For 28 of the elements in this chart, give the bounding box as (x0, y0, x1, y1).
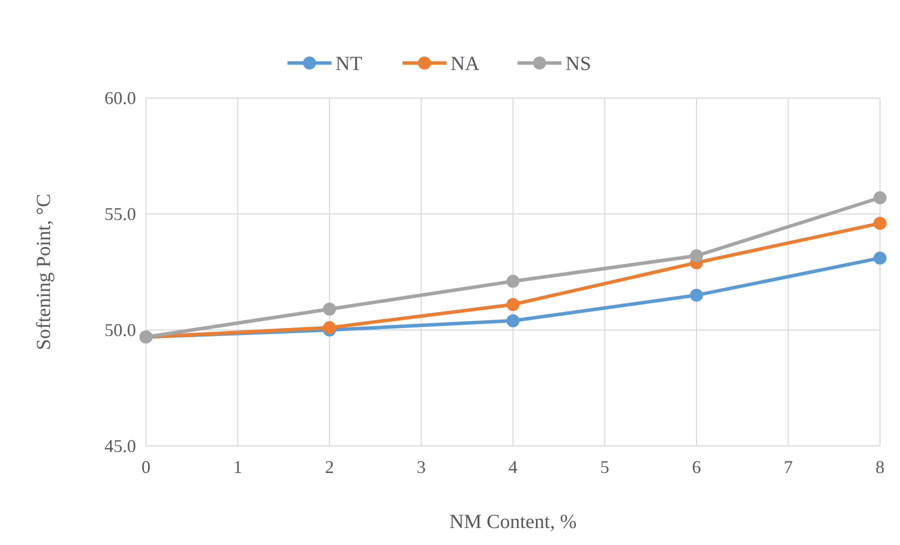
point (874, 252, 886, 265)
legend-label: NS (566, 53, 592, 75)
point (874, 191, 886, 204)
x-tick-label: 8 (876, 456, 884, 477)
x-tick-label: 7 (784, 456, 793, 477)
x-tick-label: 1 (233, 456, 242, 477)
point (690, 288, 703, 302)
point (323, 321, 336, 334)
x-tick-label: 3 (416, 456, 426, 477)
y-tick-label: 50.0 (104, 320, 136, 340)
y-tick-label: 60.0 (104, 88, 136, 108)
point (506, 314, 520, 328)
x-axis-title: NM Content, % (449, 511, 577, 533)
y-axis-title: Softening Point, °C (33, 194, 55, 350)
point (690, 249, 703, 262)
x-tick-label: 4 (508, 456, 518, 477)
x-tick-label: 0 (142, 456, 150, 477)
legend-label: NT (336, 53, 362, 75)
y-tick-label: 45.0 (104, 436, 136, 456)
x-tick-label: 2 (325, 456, 334, 477)
point (874, 216, 886, 230)
point (323, 302, 336, 316)
point (506, 274, 520, 288)
x-tick-label: 6 (692, 456, 701, 477)
legend-label: NA (450, 53, 480, 75)
y-tick-label: 55.0 (104, 204, 136, 224)
x-tick-label: 5 (600, 456, 610, 477)
point (506, 298, 520, 311)
